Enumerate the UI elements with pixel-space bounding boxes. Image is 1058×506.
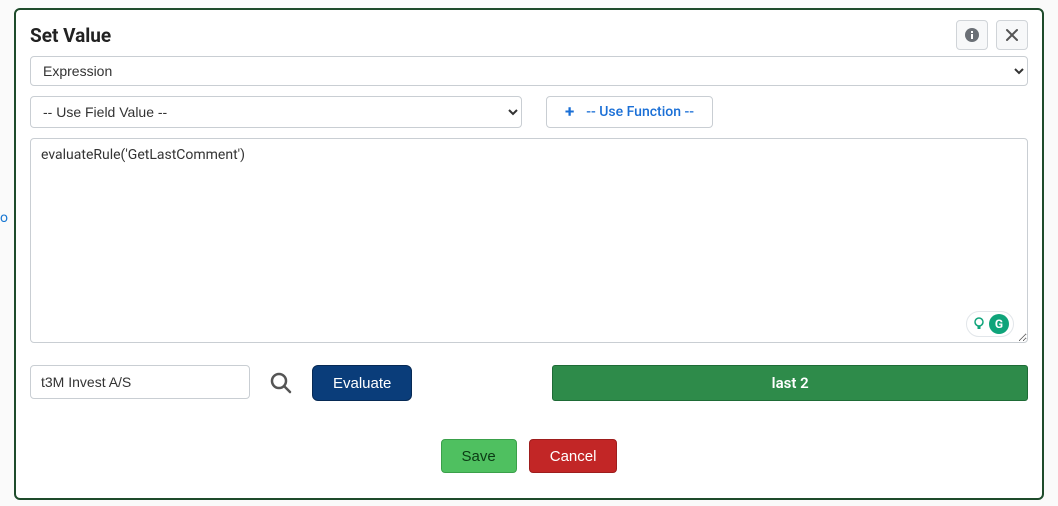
info-button[interactable] — [956, 20, 988, 50]
modal-title: Set Value — [30, 24, 111, 47]
result-bar: last 2 — [552, 365, 1028, 401]
plus-icon: + — [565, 104, 574, 121]
info-icon — [964, 27, 980, 43]
save-button[interactable]: Save — [441, 439, 517, 473]
modal-header: Set Value — [30, 20, 1028, 50]
grammarly-bulb-icon — [971, 316, 987, 332]
lookup-input[interactable] — [30, 365, 250, 399]
cancel-button[interactable]: Cancel — [529, 439, 618, 473]
set-value-modal: Set Value Expression — [14, 8, 1044, 500]
use-function-label: -- Use Function -- — [586, 104, 694, 120]
grammarly-g-icon: G — [989, 314, 1009, 334]
close-button[interactable] — [996, 20, 1028, 50]
use-function-button[interactable]: + -- Use Function -- — [546, 96, 713, 128]
expression-textarea[interactable] — [30, 138, 1028, 343]
backdrop-text: o — [0, 210, 8, 226]
search-icon — [269, 371, 293, 395]
value-type-select[interactable]: Expression — [30, 56, 1028, 86]
search-button[interactable] — [264, 365, 298, 401]
field-value-select[interactable]: -- Use Field Value -- — [30, 96, 522, 128]
evaluate-button[interactable]: Evaluate — [312, 365, 412, 401]
grammarly-widget[interactable]: G — [966, 311, 1014, 337]
close-icon — [1005, 28, 1019, 42]
